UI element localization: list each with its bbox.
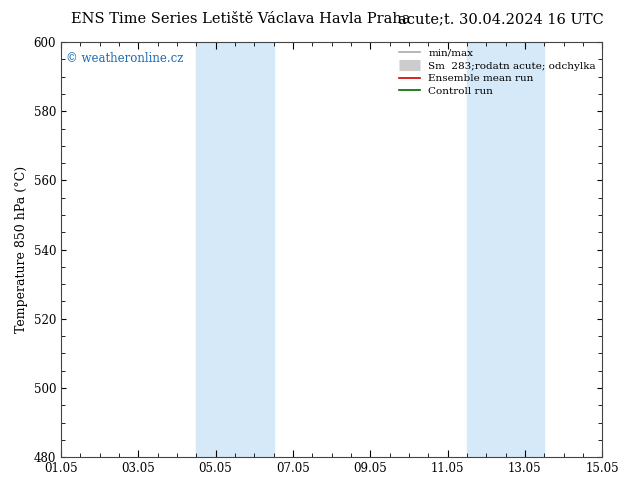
Y-axis label: Temperature 850 hPa (°C): Temperature 850 hPa (°C) xyxy=(15,166,28,333)
Bar xyxy=(197,42,273,457)
Text: © weatheronline.cz: © weatheronline.cz xyxy=(67,52,184,66)
Legend: min/max, Sm  283;rodatn acute; odchylka, Ensemble mean run, Controll run: min/max, Sm 283;rodatn acute; odchylka, … xyxy=(395,44,600,100)
Text: ENS Time Series Letiště Václava Havla Praha: ENS Time Series Letiště Václava Havla Pr… xyxy=(71,12,411,26)
Bar xyxy=(467,42,544,457)
Text: acute;t. 30.04.2024 16 UTC: acute;t. 30.04.2024 16 UTC xyxy=(398,12,604,26)
